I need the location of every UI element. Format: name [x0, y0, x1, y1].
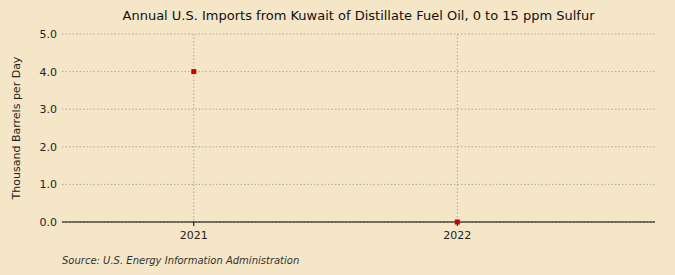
y-grid-line — [62, 34, 655, 35]
x-tick-label: 2022 — [443, 229, 471, 242]
y-axis-label: Thousand Barrels per Day — [10, 56, 23, 200]
y-grid-line — [62, 222, 655, 223]
background — [0, 0, 675, 275]
y-grid-line — [62, 109, 655, 110]
x-axis-line — [62, 221, 655, 222]
source: Source: U.S. Energy Information Administ… — [62, 255, 299, 266]
x-tick-label: 2021 — [180, 229, 208, 242]
y-tick-label: 2.0 — [40, 141, 58, 154]
y-grid-line — [62, 184, 655, 185]
y-tick-label: 3.0 — [40, 103, 58, 116]
point — [455, 220, 460, 225]
x-grid-line — [457, 34, 458, 222]
point — [191, 69, 196, 74]
title: Annual U.S. Imports from Kuwait of Disti… — [123, 8, 596, 23]
grid — [62, 34, 655, 222]
y-grid-line — [62, 146, 655, 147]
x-tick — [193, 222, 194, 226]
y-tick-label: 0.0 — [40, 216, 58, 229]
chart: 0.0 1.0 2.0 3.0 4.0 5.0 2021 2022 Annual U.S. Im… — [0, 0, 675, 275]
y-tick-label: 1.0 — [40, 178, 58, 191]
y-tick-label: 5.0 — [40, 28, 58, 41]
points — [191, 69, 460, 224]
y-tick-label: 4.0 — [40, 66, 58, 79]
y-grid-line — [62, 71, 655, 72]
x-grid-line — [193, 34, 194, 222]
